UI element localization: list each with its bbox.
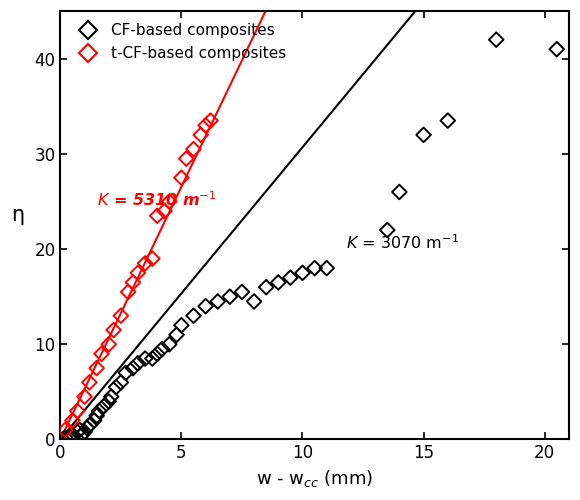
Point bbox=[140, 354, 150, 362]
Point bbox=[298, 269, 307, 277]
Point bbox=[165, 198, 174, 205]
Point bbox=[157, 345, 166, 353]
Point bbox=[89, 416, 99, 424]
Point bbox=[322, 264, 331, 272]
Point bbox=[225, 292, 234, 300]
Point bbox=[116, 378, 125, 386]
Point bbox=[383, 226, 392, 234]
Point bbox=[72, 407, 82, 415]
Point bbox=[213, 298, 222, 306]
Point bbox=[140, 260, 150, 268]
Point bbox=[310, 264, 319, 272]
Point bbox=[128, 364, 137, 372]
Point bbox=[189, 145, 198, 153]
Point bbox=[201, 302, 211, 310]
Point bbox=[274, 278, 283, 286]
Point bbox=[82, 424, 92, 432]
Point bbox=[148, 354, 157, 362]
Point bbox=[68, 430, 77, 438]
Point bbox=[92, 364, 101, 372]
Point bbox=[75, 426, 84, 434]
Point bbox=[237, 288, 246, 296]
Point bbox=[395, 188, 404, 196]
Point bbox=[443, 116, 452, 124]
Point bbox=[128, 278, 137, 286]
Point bbox=[201, 122, 211, 130]
Point bbox=[104, 340, 114, 348]
Point bbox=[206, 116, 215, 124]
Point bbox=[177, 321, 186, 329]
Point bbox=[133, 269, 143, 277]
Point bbox=[107, 392, 116, 400]
Point bbox=[160, 207, 169, 215]
Point bbox=[196, 131, 205, 139]
Point bbox=[153, 212, 162, 220]
Point bbox=[552, 45, 561, 53]
Point bbox=[286, 274, 295, 281]
Point bbox=[116, 312, 125, 320]
Point bbox=[419, 131, 428, 139]
Point bbox=[66, 432, 75, 440]
Point bbox=[104, 398, 114, 406]
Point bbox=[99, 402, 108, 410]
Legend: CF-based composites, t-CF-based composites: CF-based composites, t-CF-based composit… bbox=[68, 19, 291, 66]
Point bbox=[60, 434, 70, 442]
Point bbox=[133, 360, 143, 368]
Point bbox=[249, 298, 259, 306]
Point bbox=[72, 428, 82, 436]
Point bbox=[109, 326, 118, 334]
Point bbox=[121, 369, 130, 377]
Point bbox=[58, 436, 67, 444]
Point bbox=[85, 378, 94, 386]
Point bbox=[80, 428, 89, 436]
Point bbox=[177, 174, 186, 182]
Point bbox=[172, 331, 181, 339]
Point bbox=[85, 421, 94, 429]
Point bbox=[492, 36, 501, 44]
Text: $\mathit{K}$ = 5310 m$^{-1}$: $\mathit{K}$ = 5310 m$^{-1}$ bbox=[97, 190, 216, 210]
Point bbox=[80, 392, 89, 400]
Y-axis label: η: η bbox=[11, 206, 24, 226]
Text: $\mathit{K}$ = 3070 m$^{-1}$: $\mathit{K}$ = 3070 m$^{-1}$ bbox=[346, 234, 459, 252]
Point bbox=[111, 383, 121, 391]
Point bbox=[60, 426, 70, 434]
Point bbox=[189, 312, 198, 320]
Point bbox=[97, 350, 106, 358]
Point bbox=[95, 407, 104, 415]
X-axis label: w - w$_{cc}$ (mm): w - w$_{cc}$ (mm) bbox=[256, 468, 373, 489]
Point bbox=[182, 154, 191, 162]
Point bbox=[148, 254, 157, 262]
Point bbox=[153, 350, 162, 358]
Point bbox=[165, 340, 174, 348]
Point bbox=[262, 283, 271, 291]
Point bbox=[68, 416, 77, 424]
Point bbox=[78, 430, 87, 438]
Point bbox=[92, 412, 101, 420]
Point bbox=[124, 288, 133, 296]
